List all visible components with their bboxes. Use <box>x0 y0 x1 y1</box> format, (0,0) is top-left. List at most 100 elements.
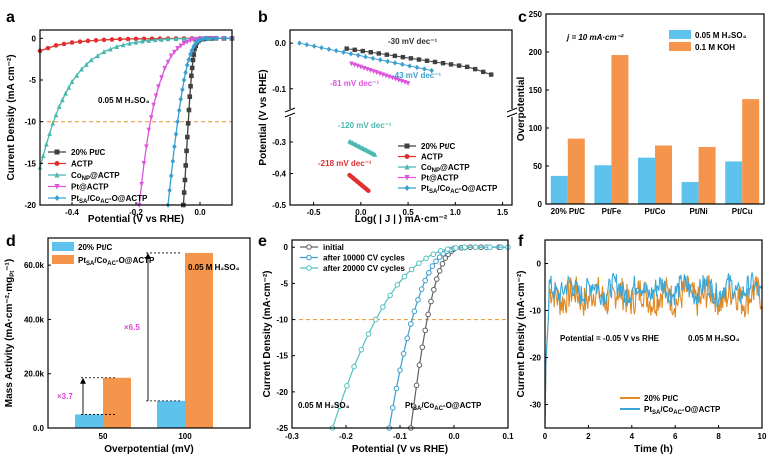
a-point <box>185 121 191 126</box>
a-point <box>146 37 152 43</box>
a-point <box>178 96 184 102</box>
e-point <box>442 255 449 261</box>
panel-label-f: f <box>518 233 524 250</box>
c-ytick-label: 0 <box>538 200 543 209</box>
b-point <box>366 188 371 194</box>
a-point <box>108 46 113 52</box>
f-xtick-label: 0 <box>543 432 548 441</box>
d-ratio-label: ×6.5 <box>124 323 140 332</box>
e-series-line <box>331 246 508 429</box>
a-point <box>133 36 139 42</box>
a-ytick-label: -20 <box>24 201 36 210</box>
e-point <box>390 404 396 411</box>
e-legend-label: initial <box>323 243 344 252</box>
e-legend-label: after 20000 CV cycles <box>323 264 405 273</box>
e-point <box>433 276 440 282</box>
e-point <box>411 308 418 315</box>
c-ylabel: Overpotential <box>516 77 527 142</box>
a-point <box>60 97 65 103</box>
a-point <box>120 42 126 48</box>
a-point <box>61 41 67 47</box>
c-bar <box>698 147 716 204</box>
e-point <box>408 321 414 327</box>
a-point <box>168 173 174 179</box>
a-point <box>186 56 192 63</box>
e-point <box>410 403 417 410</box>
d-electrolyte-label: 0.05 M H₂SO₄ <box>188 263 240 272</box>
a-point <box>40 153 46 159</box>
c-bar <box>550 175 568 204</box>
b-point <box>456 63 462 68</box>
b-xlabel: Log( | J | ) mA·cm⁻² <box>355 214 448 225</box>
b-tafel-slope: -43 mV dec⁻¹ <box>392 71 441 80</box>
a-point <box>93 38 99 43</box>
a-legend-label: PtSA​/CoAC​-O@ACTP <box>71 194 148 205</box>
e-sample-label: PtSA​/CoAC​-O@ACTP <box>405 401 482 412</box>
a-point <box>183 69 188 76</box>
a-point <box>175 46 180 52</box>
a-point <box>189 73 194 79</box>
e-ytick-label: -25 <box>276 424 288 433</box>
a-point <box>200 36 206 42</box>
e-ytick-label: -10 <box>276 316 288 325</box>
e-xtick-label: -0.2 <box>339 432 353 441</box>
f-ytick-label: -30 <box>529 401 541 410</box>
b-point <box>333 48 339 54</box>
b-point <box>432 59 438 65</box>
b-legend-label: CoNP​@ACTP <box>421 163 470 174</box>
a-point <box>192 46 197 52</box>
a-point <box>109 37 115 42</box>
f-xtick-label: 4 <box>630 432 635 441</box>
d-bracket-arrowhead <box>80 377 86 384</box>
e-point <box>462 244 468 251</box>
c-category-label: 20% Pt/C <box>551 207 585 216</box>
c-ytick-label: 250 <box>529 10 543 19</box>
e-point <box>415 296 421 303</box>
a-point <box>172 49 177 55</box>
a-point <box>77 39 83 44</box>
a-point <box>133 39 139 45</box>
f-xlabel: Time (h) <box>634 444 673 455</box>
a-point <box>194 36 200 42</box>
a-point <box>181 190 187 195</box>
f-xtick-label: 8 <box>716 432 721 441</box>
b-axis-break-gap <box>508 109 516 117</box>
f-potential-label: Potential = -0.05 V vs RHE <box>560 334 660 343</box>
d-bar <box>157 400 185 428</box>
a-point <box>53 112 59 118</box>
b-xtick-label: 0.0 <box>355 208 367 217</box>
a-point <box>173 131 179 137</box>
e-point <box>365 331 372 337</box>
e-point <box>433 258 439 265</box>
a-point <box>63 90 68 96</box>
a-point <box>101 37 107 43</box>
e-point <box>344 383 350 389</box>
e-point <box>431 286 437 293</box>
b-point <box>429 67 434 74</box>
f-plot-frame <box>544 239 763 429</box>
b-legend-marker <box>404 154 410 159</box>
a-point <box>167 187 172 194</box>
e-point <box>436 268 443 274</box>
c-ytick-label: 200 <box>529 48 543 57</box>
a-point <box>69 78 75 84</box>
c-plot-frame <box>545 13 765 205</box>
b-point <box>392 53 398 59</box>
f-xtick-label: 10 <box>758 432 767 441</box>
b-point <box>326 46 332 52</box>
e-point <box>436 254 443 260</box>
a-point <box>125 36 131 42</box>
e-ytick-label: -15 <box>276 352 288 361</box>
e-point <box>426 269 432 276</box>
a-ytick-label: -5 <box>29 76 37 85</box>
b-xtick-label: 1.5 <box>497 208 509 217</box>
a-point <box>208 35 214 42</box>
e-point <box>413 382 420 389</box>
a-point <box>178 43 184 49</box>
f-ytick-label: 0 <box>537 260 542 269</box>
b-point <box>414 64 420 71</box>
b-ylabel: Potential (V vs RHE) <box>258 69 269 165</box>
d-bar <box>103 377 131 428</box>
b-legend-marker <box>404 175 410 181</box>
